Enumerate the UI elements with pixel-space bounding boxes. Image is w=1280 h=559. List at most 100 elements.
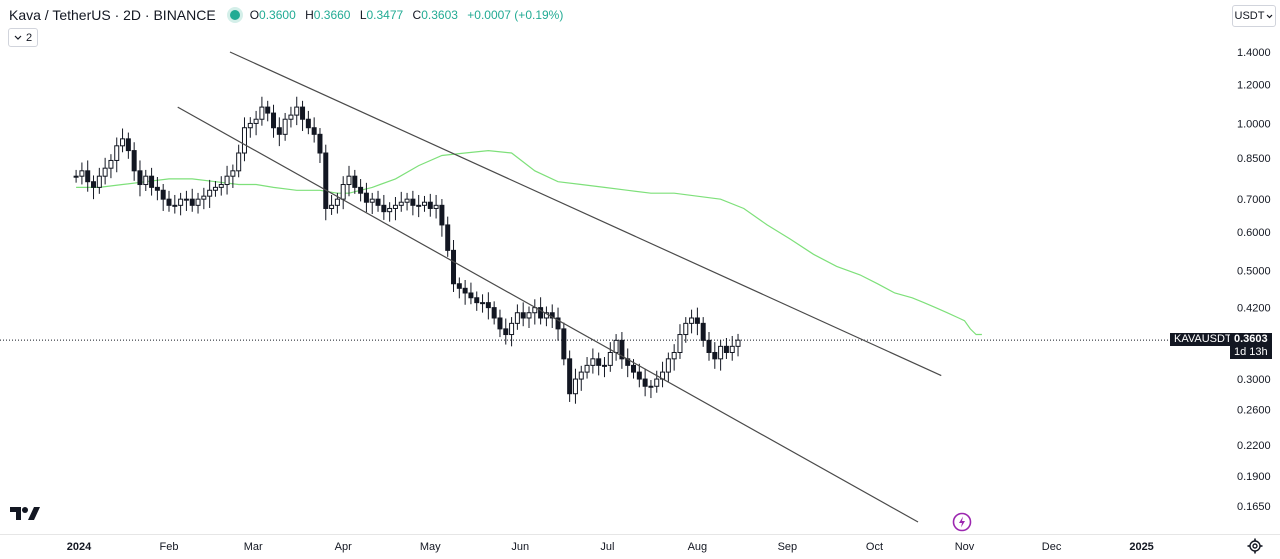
- candle-up: [253, 118, 259, 124]
- candle-up: [416, 204, 422, 207]
- candle-up: [601, 364, 607, 367]
- symbol-price-tag: KAVAUSDT: [1170, 333, 1236, 346]
- candle-up: [654, 378, 660, 387]
- market-status-dot: [229, 10, 240, 20]
- y-tick-label: 0.8500: [1237, 153, 1271, 165]
- candle-down: [451, 249, 457, 285]
- x-tick-label: Mar: [244, 541, 263, 553]
- chevron-down-icon: [1267, 14, 1273, 18]
- lightning-icon[interactable]: [952, 512, 972, 532]
- candle-down: [375, 198, 381, 206]
- x-tick-label: Nov: [955, 541, 975, 553]
- tradingview-logo-icon[interactable]: [10, 505, 40, 521]
- candle-up: [398, 201, 404, 206]
- candle-down: [538, 307, 544, 319]
- candle-down: [567, 358, 573, 395]
- candle-up: [212, 186, 218, 191]
- last-price-tag: 0.3603: [1230, 333, 1272, 346]
- candle-down: [149, 175, 155, 188]
- candle-up: [288, 114, 294, 120]
- y-tick-label: 0.6000: [1237, 227, 1271, 239]
- candle-down: [555, 317, 561, 330]
- candle-up: [108, 159, 114, 169]
- candle-down: [271, 112, 277, 129]
- open-value: 0.3600: [259, 8, 296, 22]
- candle-down: [427, 201, 433, 209]
- candle-down: [445, 224, 451, 251]
- candle-down: [131, 150, 137, 172]
- x-tick-label: Apr: [335, 541, 352, 553]
- candle-down: [712, 351, 718, 360]
- candle-up: [79, 170, 85, 177]
- candle-down: [305, 118, 311, 129]
- candle-up: [247, 122, 253, 129]
- candle-up: [578, 371, 584, 380]
- candle-up: [572, 378, 578, 395]
- candle-down: [497, 317, 503, 330]
- high-value: 0.3660: [313, 8, 351, 22]
- candle-up: [404, 198, 410, 203]
- currency-select-button[interactable]: USDT: [1232, 5, 1276, 27]
- y-tick-label: 0.3000: [1237, 374, 1271, 386]
- y-tick-label: 0.1650: [1237, 501, 1271, 513]
- candle-down: [265, 106, 271, 114]
- y-tick-label: 0.2600: [1237, 404, 1271, 416]
- candle-down: [700, 322, 706, 341]
- candle-down: [462, 287, 468, 294]
- candle-up: [96, 175, 102, 188]
- symbol-legend: Kava / TetherUS · 2D · BINANCE O0.3600 H…: [9, 5, 563, 25]
- y-tick-label: 1.2000: [1237, 80, 1271, 92]
- x-tick-label: Oct: [866, 541, 883, 553]
- candle-up: [590, 358, 596, 366]
- candle-down: [596, 358, 602, 366]
- candle-up: [392, 204, 398, 209]
- candle-down: [323, 152, 329, 209]
- candle-down: [694, 317, 700, 324]
- lower-channel-line: [177, 106, 919, 523]
- x-tick-label: Aug: [688, 541, 708, 553]
- candle-up: [346, 175, 352, 186]
- candle-up: [201, 195, 207, 200]
- candle-up: [183, 198, 189, 201]
- candle-up: [340, 184, 346, 200]
- x-tick-label: 2025: [1129, 541, 1153, 553]
- indicators-toggle-button[interactable]: 2: [8, 28, 39, 47]
- candle-up: [114, 145, 120, 161]
- candle-up: [613, 339, 619, 353]
- candle-down: [631, 364, 637, 373]
- candle-up: [120, 138, 126, 147]
- x-tick-label: Jun: [511, 541, 529, 553]
- y-tick-label: 0.7000: [1237, 194, 1271, 206]
- candle-down: [485, 302, 491, 309]
- candle-up: [514, 312, 520, 324]
- candle-up: [207, 189, 213, 197]
- x-tick-label: Dec: [1042, 541, 1062, 553]
- close-value: 0.3603: [421, 8, 458, 22]
- ohlc-values: O0.3600 H0.3660 L0.3477 C0.3603 +0.0007 …: [250, 8, 564, 22]
- gear-icon[interactable]: [1247, 538, 1263, 554]
- candle-down: [358, 186, 364, 194]
- candle-down: [706, 339, 712, 353]
- y-tick-label: 1.0000: [1237, 118, 1271, 130]
- x-tick-label: 2024: [67, 541, 92, 553]
- candle-up: [729, 345, 735, 353]
- candle-down: [491, 307, 497, 319]
- candle-up: [526, 312, 532, 319]
- candle-down: [125, 138, 131, 152]
- open-label: O: [249, 8, 260, 22]
- candle-down: [154, 186, 160, 191]
- candle-up: [102, 167, 108, 177]
- indicators-count: 2: [26, 31, 33, 44]
- symbol-title[interactable]: Kava / TetherUS · 2D · BINANCE: [9, 7, 216, 23]
- candle-up: [143, 175, 149, 186]
- candle-up: [421, 201, 427, 206]
- candle-up: [584, 364, 590, 373]
- candle-down: [561, 328, 567, 360]
- candle-up: [236, 152, 242, 172]
- close-label: C: [412, 8, 422, 22]
- candle-down: [636, 371, 642, 380]
- candle-up: [648, 385, 654, 388]
- y-tick-label: 0.4200: [1237, 303, 1271, 315]
- candle-down: [311, 127, 317, 135]
